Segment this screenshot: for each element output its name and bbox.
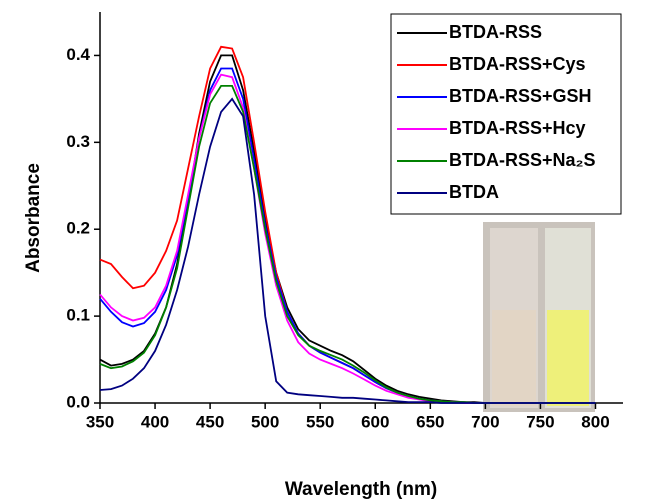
x-tick-label: 400 bbox=[141, 412, 169, 431]
legend-label: BTDA-RSS+Hcy bbox=[449, 118, 586, 138]
legend-label: BTDA bbox=[449, 182, 499, 202]
legend-label: BTDA-RSS+Cys bbox=[449, 54, 586, 74]
legend-label: BTDA-RSS bbox=[449, 22, 542, 42]
y-tick-label: 0.2 bbox=[66, 219, 90, 238]
x-tick-label: 650 bbox=[416, 412, 444, 431]
y-tick-label: 0.3 bbox=[66, 132, 90, 151]
x-tick-label: 600 bbox=[361, 412, 389, 431]
y-axis-title: Absorbance bbox=[23, 163, 44, 273]
series-line bbox=[99, 97, 596, 404]
x-tick-label: 500 bbox=[251, 412, 279, 431]
inset-photo bbox=[483, 222, 595, 412]
y-tick-label: 0.0 bbox=[66, 392, 90, 411]
solution-clear bbox=[492, 310, 536, 406]
x-axis-title: Wavelength (nm) bbox=[285, 479, 437, 500]
y-tick-label: 0.1 bbox=[66, 306, 90, 325]
x-tick-label: 350 bbox=[86, 412, 114, 431]
y-tick-label: 0.4 bbox=[66, 45, 90, 64]
solution-yellow bbox=[547, 310, 589, 406]
x-tick-label: 550 bbox=[306, 412, 334, 431]
x-tick-label: 800 bbox=[581, 412, 609, 431]
x-tick-label: 750 bbox=[526, 412, 554, 431]
legend-box bbox=[390, 13, 622, 215]
legend-label: BTDA-RSS+GSH bbox=[449, 86, 592, 106]
x-tick-label: 450 bbox=[196, 412, 224, 431]
legend-label: BTDA-RSS+Na₂S bbox=[449, 150, 596, 170]
x-tick-label: 700 bbox=[471, 412, 499, 431]
